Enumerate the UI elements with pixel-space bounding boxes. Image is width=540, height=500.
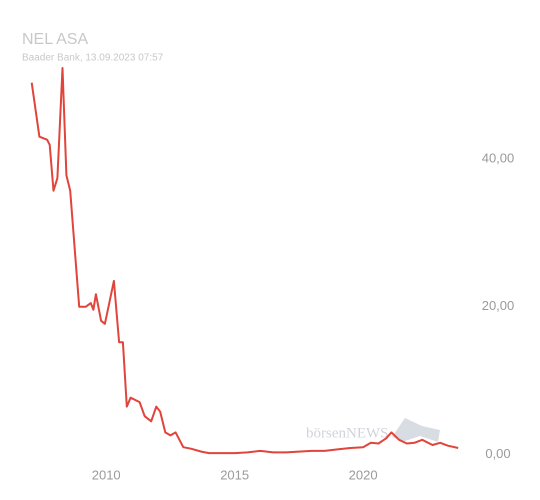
x-tick-label: 2010 [92, 467, 121, 482]
price-line [30, 67, 459, 455]
y-tick-label: 20,00 [482, 298, 515, 313]
watermark-logo [392, 418, 440, 442]
y-tick-label: 40,00 [482, 150, 515, 165]
x-tick-label: 2020 [349, 467, 378, 482]
watermark: börsenNEWS [306, 425, 389, 441]
x-tick-label: 2015 [220, 467, 249, 482]
chart-subtitle: Baader Bank, 13.09.2023 07:57 [22, 53, 164, 64]
y-tick-label: 0,00 [485, 446, 510, 461]
chart-title: NEL ASA [22, 31, 88, 48]
